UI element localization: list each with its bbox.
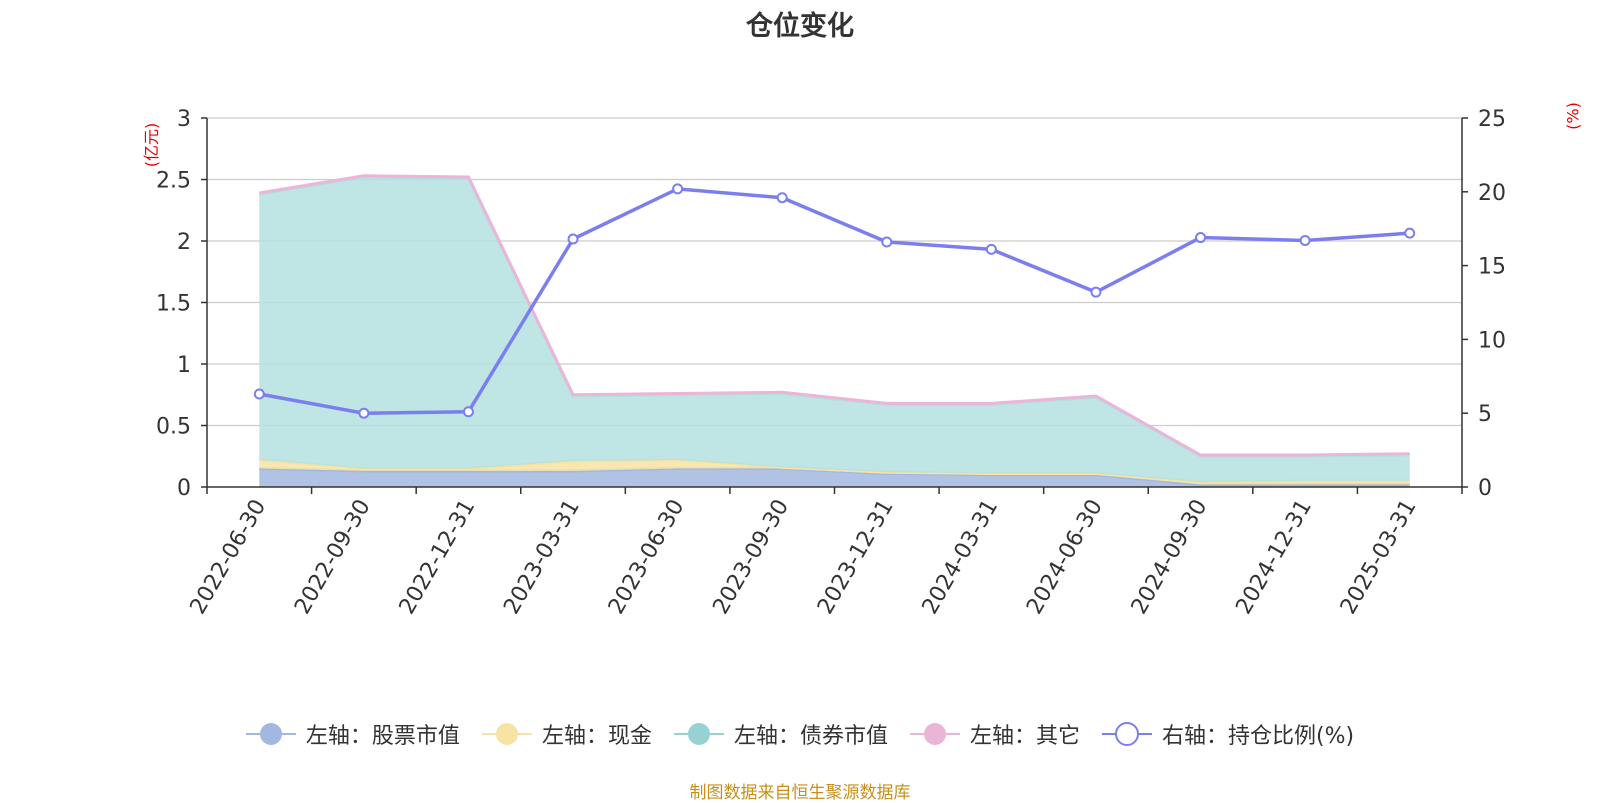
left-tick-label-1: 0.5 xyxy=(156,415,191,440)
legend-dot-other xyxy=(923,723,946,745)
ratio-line xyxy=(258,187,1410,415)
ratio-point-0 xyxy=(253,388,265,400)
legend-swatch-bond xyxy=(673,723,724,745)
legend-item-other[interactable]: 左轴：其它 xyxy=(909,718,1080,750)
ratio-point-6 xyxy=(881,236,893,248)
x-tick-label-3: 2023-03-31 xyxy=(499,495,585,618)
area-2 xyxy=(259,177,1410,483)
left-tick-label-6: 3 xyxy=(177,107,191,132)
legend-label-ratio: 右轴：持仓比例(%) xyxy=(1161,724,1355,749)
x-tick-label-9: 2024-09-30 xyxy=(1127,495,1213,618)
left-tick-label-0: 0 xyxy=(177,476,191,501)
x-tick-label-10: 2024-12-31 xyxy=(1231,495,1317,618)
legend-dot-ratio xyxy=(1114,722,1139,746)
right-tick-label-1: 5 xyxy=(1478,402,1492,427)
right-tick-label-3: 15 xyxy=(1478,255,1506,280)
ratio-point-4 xyxy=(672,183,684,195)
right-tick-label-5: 25 xyxy=(1478,107,1506,132)
legend-swatch-cash xyxy=(481,723,532,745)
ratio-point-8 xyxy=(1090,286,1102,298)
legend-dot-stock xyxy=(259,723,282,745)
legend-dot-bond xyxy=(687,723,710,745)
legend-item-bond[interactable]: 左轴：债券市值 xyxy=(673,718,888,750)
ratio-point-3 xyxy=(567,233,579,245)
legend-swatch-other xyxy=(909,723,960,745)
legend: 左轴：股票市值 左轴：现金 左轴：债券市值 左轴：其它 右轴：持仓比例(%) xyxy=(0,718,1600,750)
ratio-point-10 xyxy=(1299,235,1311,247)
right-tick-label-4: 20 xyxy=(1478,181,1506,206)
right-tick-label-2: 10 xyxy=(1478,328,1506,353)
source-note: 制图数据来自恒生聚源数据库 xyxy=(689,783,911,803)
x-tick-label-1: 2022-09-30 xyxy=(290,495,376,618)
left-tick-label-5: 2.5 xyxy=(156,169,191,194)
legend-swatch-ratio xyxy=(1101,722,1152,746)
area-0 xyxy=(259,468,1410,487)
legend-dot-cash xyxy=(495,723,518,745)
right-tick-label-0: 0 xyxy=(1478,476,1492,501)
legend-label-cash: 左轴：现金 xyxy=(541,724,652,749)
legend-item-cash[interactable]: 左轴：现金 xyxy=(481,718,652,750)
ratio-point-2 xyxy=(462,406,474,418)
x-tick-label-6: 2023-12-31 xyxy=(813,495,899,618)
x-tick-label-0: 2022-06-30 xyxy=(186,495,272,618)
left-tick-label-4: 2 xyxy=(177,230,191,255)
ratio-point-7 xyxy=(985,243,997,255)
x-tick-label-5: 2023-09-30 xyxy=(708,495,794,618)
ratio-point-9 xyxy=(1195,232,1207,244)
left-tick-label-3: 1.5 xyxy=(156,292,191,317)
legend-item-ratio[interactable]: 右轴：持仓比例(%) xyxy=(1101,718,1355,750)
legend-label-bond: 左轴：债券市值 xyxy=(733,724,888,749)
area-edge-3 xyxy=(259,174,1410,457)
ratio-point-5 xyxy=(776,192,788,204)
chart-title: 仓位变化 xyxy=(746,11,854,42)
ratio-point-11 xyxy=(1404,227,1416,239)
legend-label-stock: 左轴：股票市值 xyxy=(305,724,460,749)
legend-label-other: 左轴：其它 xyxy=(969,724,1080,749)
x-tick-label-4: 2023-06-30 xyxy=(604,495,690,618)
x-tick-label-2: 2022-12-31 xyxy=(395,495,481,618)
x-tick-label-8: 2024-06-30 xyxy=(1022,495,1108,618)
legend-swatch-stock xyxy=(245,723,296,745)
ratio-point-1 xyxy=(358,407,370,419)
x-tick-label-11: 2025-03-31 xyxy=(1336,495,1422,618)
left-tick-label-2: 1 xyxy=(177,353,191,378)
x-tick-label-7: 2024-03-31 xyxy=(918,495,1004,618)
area-1 xyxy=(259,459,1410,485)
legend-item-stock[interactable]: 左轴：股票市值 xyxy=(245,718,460,750)
